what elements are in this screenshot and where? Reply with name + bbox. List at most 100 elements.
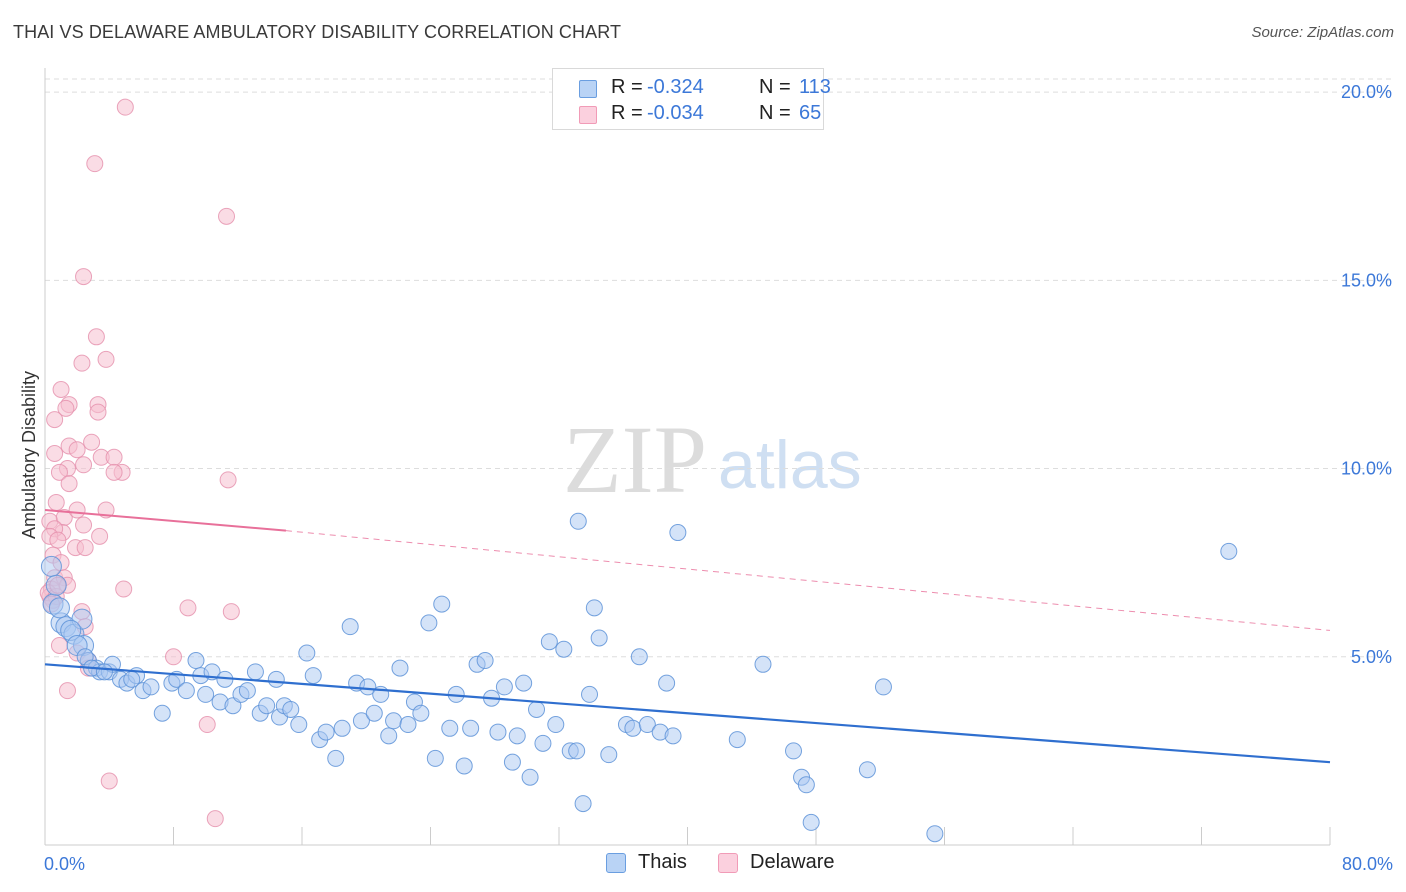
thais-point <box>359 678 377 696</box>
thais-point <box>290 716 308 734</box>
thais-point <box>304 667 322 685</box>
thais-point <box>926 825 944 843</box>
r-label: R = <box>611 76 643 98</box>
thais-point <box>503 753 521 771</box>
thais-point <box>123 670 141 688</box>
thais-point <box>420 614 438 632</box>
thais-point <box>197 685 215 703</box>
thais-swatch <box>579 80 597 98</box>
r-label: R = <box>611 102 643 124</box>
thais-point <box>515 674 533 692</box>
watermark-zip: ZIP <box>563 406 707 513</box>
delaware-point <box>58 682 76 700</box>
delaware-point <box>105 448 123 466</box>
thais-point <box>585 599 603 617</box>
thais-point <box>547 716 565 734</box>
thais-point <box>441 719 459 737</box>
delaware-point <box>52 381 70 399</box>
thais-point <box>521 768 539 786</box>
delaware-point <box>219 471 237 489</box>
thais-point <box>590 629 608 647</box>
thais-point <box>412 704 430 722</box>
y-tick-label: 15.0% <box>1341 270 1392 290</box>
thais-point <box>352 712 370 730</box>
thais-point <box>476 652 494 670</box>
thais-point <box>528 700 546 718</box>
thais-point <box>630 648 648 666</box>
axes <box>44 68 1331 846</box>
y-tick-label: 5.0% <box>1351 647 1392 667</box>
stats-legend: R = -0.324 N = 113 R = -0.034 N = 65 <box>552 68 831 130</box>
delaware-point <box>50 636 68 654</box>
delaware-point <box>68 501 86 519</box>
x-tick-labels: 0.0% 80.0% <box>44 854 1393 874</box>
delaware-point <box>57 399 75 417</box>
delaware-point <box>218 207 236 225</box>
thais-point <box>238 682 256 700</box>
thais-point <box>462 719 480 737</box>
delaware-point <box>86 155 104 173</box>
delaware-point <box>49 531 67 549</box>
n-label: N = <box>759 102 791 124</box>
y-tick-label: 20.0% <box>1341 82 1392 102</box>
delaware-point <box>87 328 105 346</box>
thais-point <box>581 685 599 703</box>
delaware-point <box>73 354 91 372</box>
thais-legend-label: Thais <box>638 851 687 873</box>
thais-point <box>664 727 682 745</box>
thais-point <box>317 723 335 741</box>
thais-trend-line <box>44 663 1331 764</box>
delaware-point <box>100 772 118 790</box>
delaware-point <box>115 580 133 598</box>
thais-point <box>246 663 264 681</box>
thais-point <box>455 757 473 775</box>
delaware-points <box>39 98 240 828</box>
thais-point <box>433 595 451 613</box>
thais-point <box>95 663 113 681</box>
n-label: N = <box>759 76 791 98</box>
thais-point <box>45 574 67 596</box>
x-tick-label: 0.0% <box>44 854 85 874</box>
thais-point <box>785 742 803 760</box>
delaware-point <box>46 411 64 429</box>
thais-point <box>380 727 398 745</box>
thais-point <box>540 633 558 651</box>
delaware-point <box>47 493 65 511</box>
thais-point <box>391 659 409 677</box>
thais-point <box>267 670 285 688</box>
delaware-point <box>89 403 107 421</box>
chart-title: THAI VS DELAWARE AMBULATORY DISABILITY C… <box>13 22 622 42</box>
thais-point <box>399 716 417 734</box>
source-label: Source: ZipAtlas.com <box>1251 24 1394 41</box>
thais-point <box>754 655 772 673</box>
delaware-trend-line <box>44 508 287 532</box>
thais-point <box>142 678 160 696</box>
thais-point <box>153 704 171 722</box>
thais-point <box>177 682 195 700</box>
thais-points <box>40 512 1238 843</box>
delaware-point <box>116 98 134 116</box>
thais-point <box>568 742 586 760</box>
delaware-point <box>50 463 68 481</box>
delaware-point <box>165 648 182 666</box>
thais-point <box>40 555 62 577</box>
delaware-swatch <box>579 106 597 124</box>
thais-point <box>728 731 746 749</box>
thais-point <box>508 727 526 745</box>
delaware-point <box>68 441 86 459</box>
thais-point <box>874 678 892 696</box>
watermark-atlas: atlas <box>718 427 862 503</box>
delaware-point <box>46 445 64 462</box>
delaware-point <box>60 475 78 493</box>
delaware-legend-swatch <box>718 853 738 873</box>
n-value: 113 <box>799 76 831 98</box>
thais-point <box>658 674 676 692</box>
delaware-point <box>97 350 115 368</box>
delaware-point <box>75 456 93 474</box>
thais-point <box>365 704 383 722</box>
thais-point <box>333 719 351 737</box>
thais-point <box>624 719 642 737</box>
thais-point <box>282 700 300 718</box>
thais-point <box>1220 542 1238 560</box>
r-value: -0.034 <box>647 102 704 124</box>
